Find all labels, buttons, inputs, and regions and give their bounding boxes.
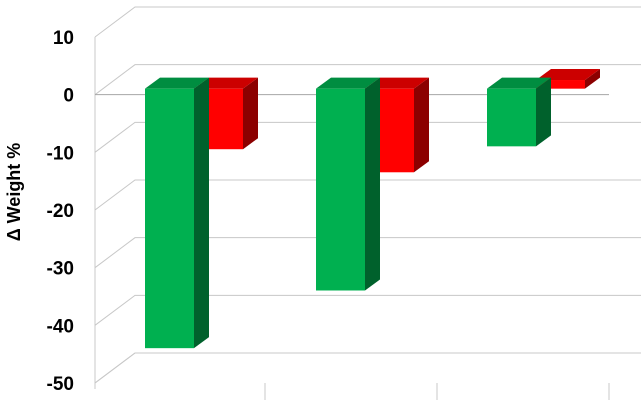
bar (536, 69, 600, 89)
bar-top (316, 77, 380, 89)
bar (487, 77, 551, 147)
gridline (94, 6, 641, 38)
gridline (94, 352, 641, 384)
y-tick-label: 10 (53, 28, 74, 49)
floor-edge (94, 352, 136, 384)
bar-side (585, 69, 600, 89)
bar (316, 77, 380, 291)
bar-top (365, 77, 429, 89)
gridline (94, 294, 641, 326)
bar-side (365, 77, 380, 291)
bar-front (316, 88, 365, 291)
y-axis: 10 0 -10 -20 -30 -40 -50 (47, 28, 74, 395)
y-tick-label: -10 (47, 143, 74, 164)
bar-top (487, 77, 551, 89)
y-tick-label: -20 (47, 201, 74, 222)
bars (145, 69, 600, 349)
gridline (94, 179, 641, 211)
gridline (94, 64, 641, 96)
y-axis-title: Δ Weight % (4, 143, 24, 242)
bar-side (194, 77, 209, 349)
y-tick-label: -40 (47, 316, 74, 337)
bar-front (145, 88, 194, 349)
bar-top (145, 77, 209, 89)
y-tick-label: -50 (47, 374, 74, 395)
y-tick-label: -30 (47, 259, 74, 280)
bar (145, 77, 209, 349)
bar-top (536, 69, 600, 81)
gridline (94, 121, 641, 153)
bar-top (194, 77, 258, 89)
gridline (94, 237, 641, 269)
bar-front (536, 80, 585, 89)
bar-side (414, 77, 429, 173)
bar-front (487, 88, 536, 147)
bar-side (536, 77, 551, 147)
bar-side (243, 77, 258, 150)
y-tick-label: 0 (63, 86, 74, 107)
